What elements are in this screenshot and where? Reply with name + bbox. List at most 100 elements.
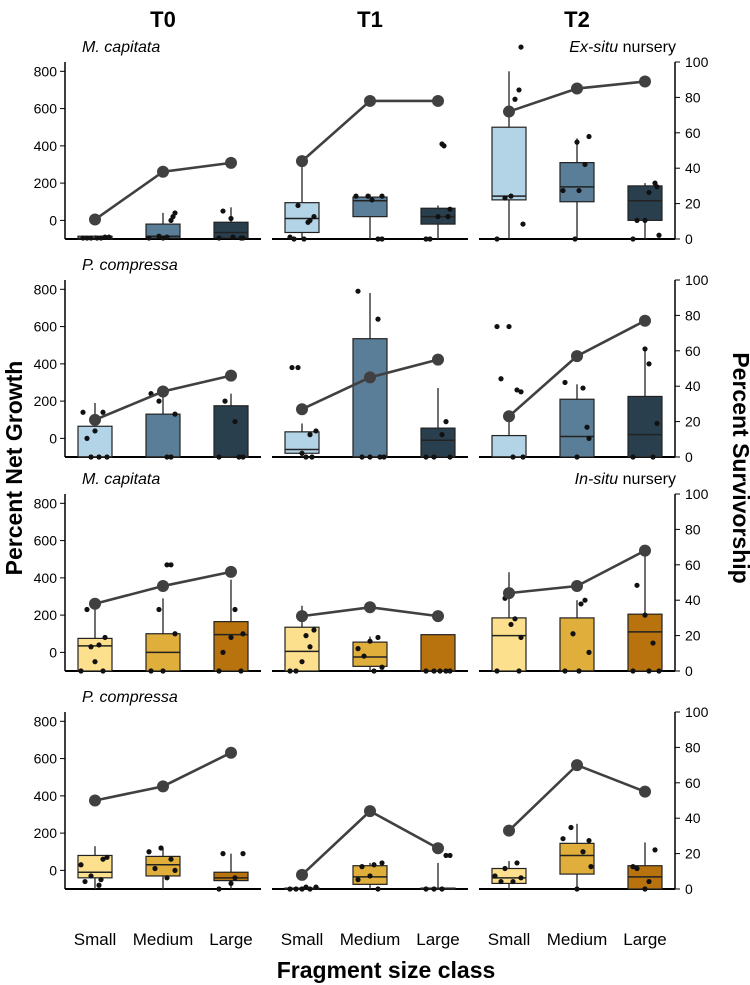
data-point	[510, 878, 516, 885]
data-point	[355, 288, 361, 294]
data-point	[439, 886, 445, 892]
survival-point-large	[639, 75, 651, 88]
data-point	[104, 854, 110, 860]
data-point	[156, 606, 162, 613]
panel-t1	[272, 288, 468, 460]
data-point	[307, 644, 313, 650]
data-point	[240, 235, 246, 241]
data-point	[570, 631, 576, 637]
survival-point-medium	[364, 94, 376, 107]
data-point	[164, 562, 170, 568]
y-right-tick-label: 0	[685, 231, 693, 247]
y-left-tick-label: 0	[49, 212, 57, 228]
axis-titles: Percent Net Growth Percent Survivorship …	[1, 352, 750, 983]
data-point	[518, 634, 524, 641]
data-point	[84, 435, 90, 441]
data-point	[656, 232, 662, 238]
data-point	[160, 235, 166, 241]
x-tick-label-small: Small	[74, 930, 117, 949]
data-point	[216, 454, 222, 460]
y-left-tick-label: 200	[34, 393, 58, 409]
box-medium	[559, 617, 595, 672]
data-point	[582, 597, 588, 603]
box-small	[491, 434, 527, 458]
y-right-tick-label: 80	[685, 739, 701, 755]
data-point	[586, 435, 592, 441]
time-labels: T0 T1 T2	[150, 7, 590, 32]
data-point	[88, 873, 94, 879]
data-point	[498, 878, 504, 885]
y-right-tick-label: 40	[685, 160, 701, 176]
data-point	[560, 187, 566, 194]
y-right-tick-label: 40	[685, 592, 701, 608]
data-point	[355, 877, 361, 883]
box-medium	[145, 413, 181, 458]
survival-point-small	[503, 410, 515, 423]
survival-point-medium	[364, 805, 376, 818]
data-point	[152, 865, 158, 872]
data-point	[634, 582, 640, 588]
data-point	[634, 217, 640, 223]
data-point	[514, 860, 520, 866]
panel-t2	[479, 44, 675, 242]
time-label-t2: T2	[564, 7, 590, 32]
data-point	[222, 398, 228, 404]
data-point	[236, 454, 242, 460]
data-point	[168, 562, 174, 568]
data-point	[164, 875, 170, 881]
data-point	[299, 886, 305, 892]
data-point	[516, 87, 522, 93]
data-point	[359, 864, 365, 870]
data-point	[88, 235, 94, 241]
survival-point-large	[432, 94, 444, 107]
y-axis-right-title: Percent Survivorship	[728, 352, 750, 583]
data-point	[580, 385, 586, 391]
data-point	[98, 877, 104, 883]
x-tick-label-medium: Medium	[133, 930, 193, 949]
data-point	[494, 668, 500, 674]
data-point	[240, 631, 246, 637]
box-small	[491, 617, 527, 672]
survival-point-large	[432, 842, 444, 855]
data-point	[291, 236, 297, 242]
y-left-tick-label: 400	[34, 570, 58, 586]
x-tick-label-small: Small	[281, 930, 324, 949]
data-point	[375, 886, 381, 892]
species-label: M. capitata	[82, 39, 160, 56]
data-point	[96, 882, 102, 888]
data-point	[574, 454, 580, 460]
y-left-tick-label: 400	[34, 788, 58, 804]
time-label-t1: T1	[357, 7, 383, 32]
data-point	[289, 364, 295, 371]
data-point	[216, 235, 222, 241]
data-point	[287, 234, 293, 240]
data-point	[586, 649, 592, 655]
box-small	[491, 126, 527, 201]
survival-point-small	[296, 868, 308, 881]
survival-point-large	[432, 610, 444, 623]
panel-t1	[272, 94, 468, 242]
box-medium	[559, 162, 595, 203]
survival-point-large	[225, 369, 237, 382]
y-right-tick-label: 100	[685, 486, 709, 502]
data-point	[642, 612, 648, 618]
nursery-type: In-situ	[575, 471, 619, 488]
survival-point-small	[296, 155, 308, 168]
survival-point-large	[225, 746, 237, 759]
data-point	[365, 193, 371, 199]
data-point	[654, 184, 660, 190]
data-point	[498, 376, 504, 382]
survival-point-small	[89, 413, 101, 426]
survival-point-medium	[157, 385, 169, 398]
data-point	[520, 221, 526, 227]
y-right-tick-label: 60	[685, 557, 701, 573]
data-point	[353, 193, 359, 199]
data-point	[447, 668, 453, 674]
data-point	[562, 668, 568, 674]
data-point	[650, 454, 656, 460]
survival-point-medium	[157, 580, 169, 593]
data-point	[520, 454, 526, 460]
data-point	[435, 214, 441, 220]
data-point	[168, 856, 174, 862]
